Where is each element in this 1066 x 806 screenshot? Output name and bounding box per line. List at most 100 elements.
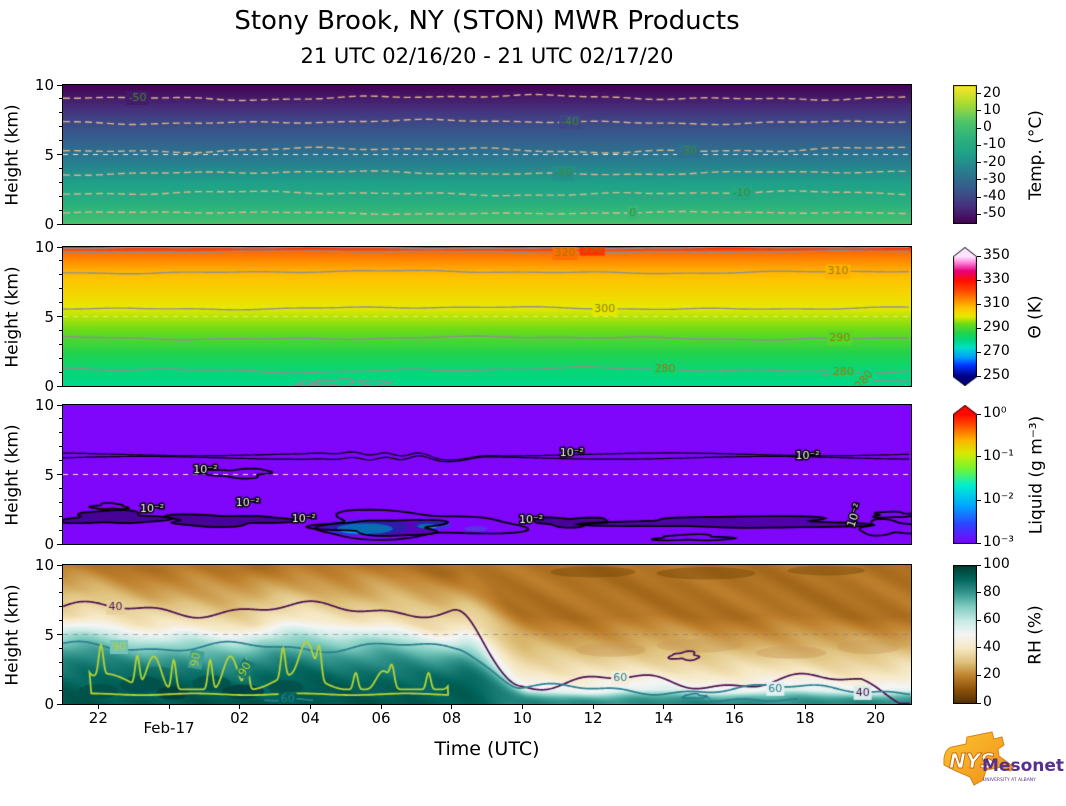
colorbar-tick (977, 375, 981, 377)
theta-colorbar-label: Θ (K) (1016, 247, 1056, 386)
nys-mesonet-logo: NYS Mesonet UNIVERSITY AT ALBANY (943, 731, 1064, 786)
x-tick-label: 04 (300, 709, 320, 727)
figure-subtitle: 21 UTC 02/16/20 - 21 UTC 02/17/20 (300, 44, 674, 68)
x-tick (380, 705, 382, 709)
y-axis-label-3: Height (km) (0, 405, 26, 544)
y-axis-label-1: Height (km) (0, 85, 26, 224)
colorbar-tick-label: 10⁰ (983, 405, 1007, 421)
height-axis-label: Height (km) (3, 583, 23, 686)
y-minor-tick (59, 578, 62, 580)
colorbar-tick-label: -20 (983, 153, 1006, 170)
temp-cbar-label-text: Temp. (°C) (1026, 109, 1046, 200)
liquid-colorbar-canvas (953, 405, 977, 544)
x-tick (97, 705, 99, 709)
colorbar-tick-label: 330 (983, 271, 1010, 287)
colorbar-tick (977, 162, 981, 164)
rh-cbar-label-text: RH (%) (1026, 604, 1047, 665)
colorbar-tick-label: -10 (983, 136, 1006, 153)
y-minor-tick (59, 371, 62, 373)
colorbar-tick (977, 144, 981, 146)
colorbar-tick (977, 303, 981, 305)
colorbar-tick (977, 213, 981, 215)
y-minor-tick (59, 620, 62, 622)
colorbar-tick-label: 60 (983, 611, 1001, 628)
theta-cbar-label-text: Θ (K) (1026, 294, 1047, 339)
y-tick-label: 0 (44, 695, 54, 713)
y-tick-label: 5 (44, 465, 54, 484)
y-minor-tick (59, 487, 62, 489)
height-axis-label: Height (km) (3, 423, 23, 526)
theta-panel (62, 246, 912, 387)
colorbar-tick-label: 20 (983, 84, 1001, 101)
y-minor-tick (59, 515, 62, 517)
theta-heatmap-canvas (63, 247, 911, 386)
liquid-colorbar-label: Liquid (g m⁻³) (1016, 405, 1056, 544)
colorbar-tick (977, 179, 981, 181)
y-tick (57, 703, 62, 705)
y-tick (57, 474, 62, 475)
height-axis-label: Height (km) (3, 103, 23, 206)
y-minor-tick (59, 675, 62, 677)
colorbar-tick (977, 93, 981, 95)
theta-colorbar (953, 247, 977, 386)
colorbar-tick (977, 647, 981, 649)
x-tick (875, 705, 877, 709)
y-tick-label: 0 (44, 535, 54, 553)
y-minor-tick (59, 140, 62, 142)
liquid-heatmap-canvas (63, 405, 911, 544)
x-tick-label: 10 (512, 709, 532, 727)
liquid-panel (62, 404, 912, 545)
ny-state-shape (943, 731, 1015, 786)
x-tick (239, 705, 241, 709)
rh-heatmap-canvas (63, 565, 911, 704)
y-minor-tick (59, 689, 62, 691)
y-minor-tick (59, 529, 62, 531)
colorbar-tick-label: 10⁻³ (983, 534, 1014, 550)
x-tick-label: 14 (654, 709, 674, 727)
y-minor-tick (59, 274, 62, 276)
colorbar-tick-label: -30 (983, 170, 1006, 187)
colorbar-tick-label: 40 (983, 638, 1001, 655)
liquid-cbar-label-text: Liquid (g m⁻³) (1026, 415, 1046, 534)
logo-mesonet-text: Mesonet (982, 756, 1064, 776)
y-minor-tick (59, 126, 62, 128)
y-axis-label-2: Height (km) (0, 247, 26, 386)
x-tick (733, 705, 735, 709)
x-tick-label: 18 (795, 709, 815, 727)
colorbar-tick-label: 270 (983, 343, 1010, 359)
colorbar-tick (977, 619, 981, 621)
colorbar-tick-label: 10⁻² (983, 491, 1014, 507)
colorbar-tick-label: 0 (983, 694, 992, 710)
y-tick (57, 404, 62, 406)
colorbar-tick (977, 542, 981, 544)
y-minor-tick (59, 592, 62, 594)
y-tick-label: 0 (44, 215, 54, 233)
y-minor-tick (59, 606, 62, 608)
colorbar-tick (977, 327, 981, 329)
y-tick (57, 246, 62, 248)
y-tick (57, 316, 62, 317)
colorbar-tick (977, 110, 981, 112)
y-minor-tick (59, 446, 62, 448)
rh-colorbar-canvas (953, 565, 977, 704)
x-tick (663, 705, 665, 709)
colorbar-tick (977, 456, 981, 458)
y-minor-tick (59, 432, 62, 434)
colorbar-tick (977, 413, 981, 415)
colorbar-tick (977, 674, 981, 676)
y-tick (57, 84, 62, 86)
colorbar-tick-label: -40 (983, 188, 1006, 205)
y-minor-tick (59, 357, 62, 359)
colorbar-tick-label: 10⁻¹ (983, 447, 1014, 464)
y-minor-tick (59, 661, 62, 663)
theta-colorbar-canvas (953, 247, 977, 386)
x-tick (592, 705, 594, 709)
temperature-colorbar-canvas (953, 85, 977, 224)
x-tick-label: Feb-17 (143, 719, 195, 737)
y-tick (57, 385, 62, 387)
liquid-colorbar (953, 405, 977, 544)
x-tick-label: 12 (583, 709, 603, 727)
colorbar-tick-label: 290 (983, 319, 1010, 335)
logo-nys-text: NYS (949, 749, 995, 773)
